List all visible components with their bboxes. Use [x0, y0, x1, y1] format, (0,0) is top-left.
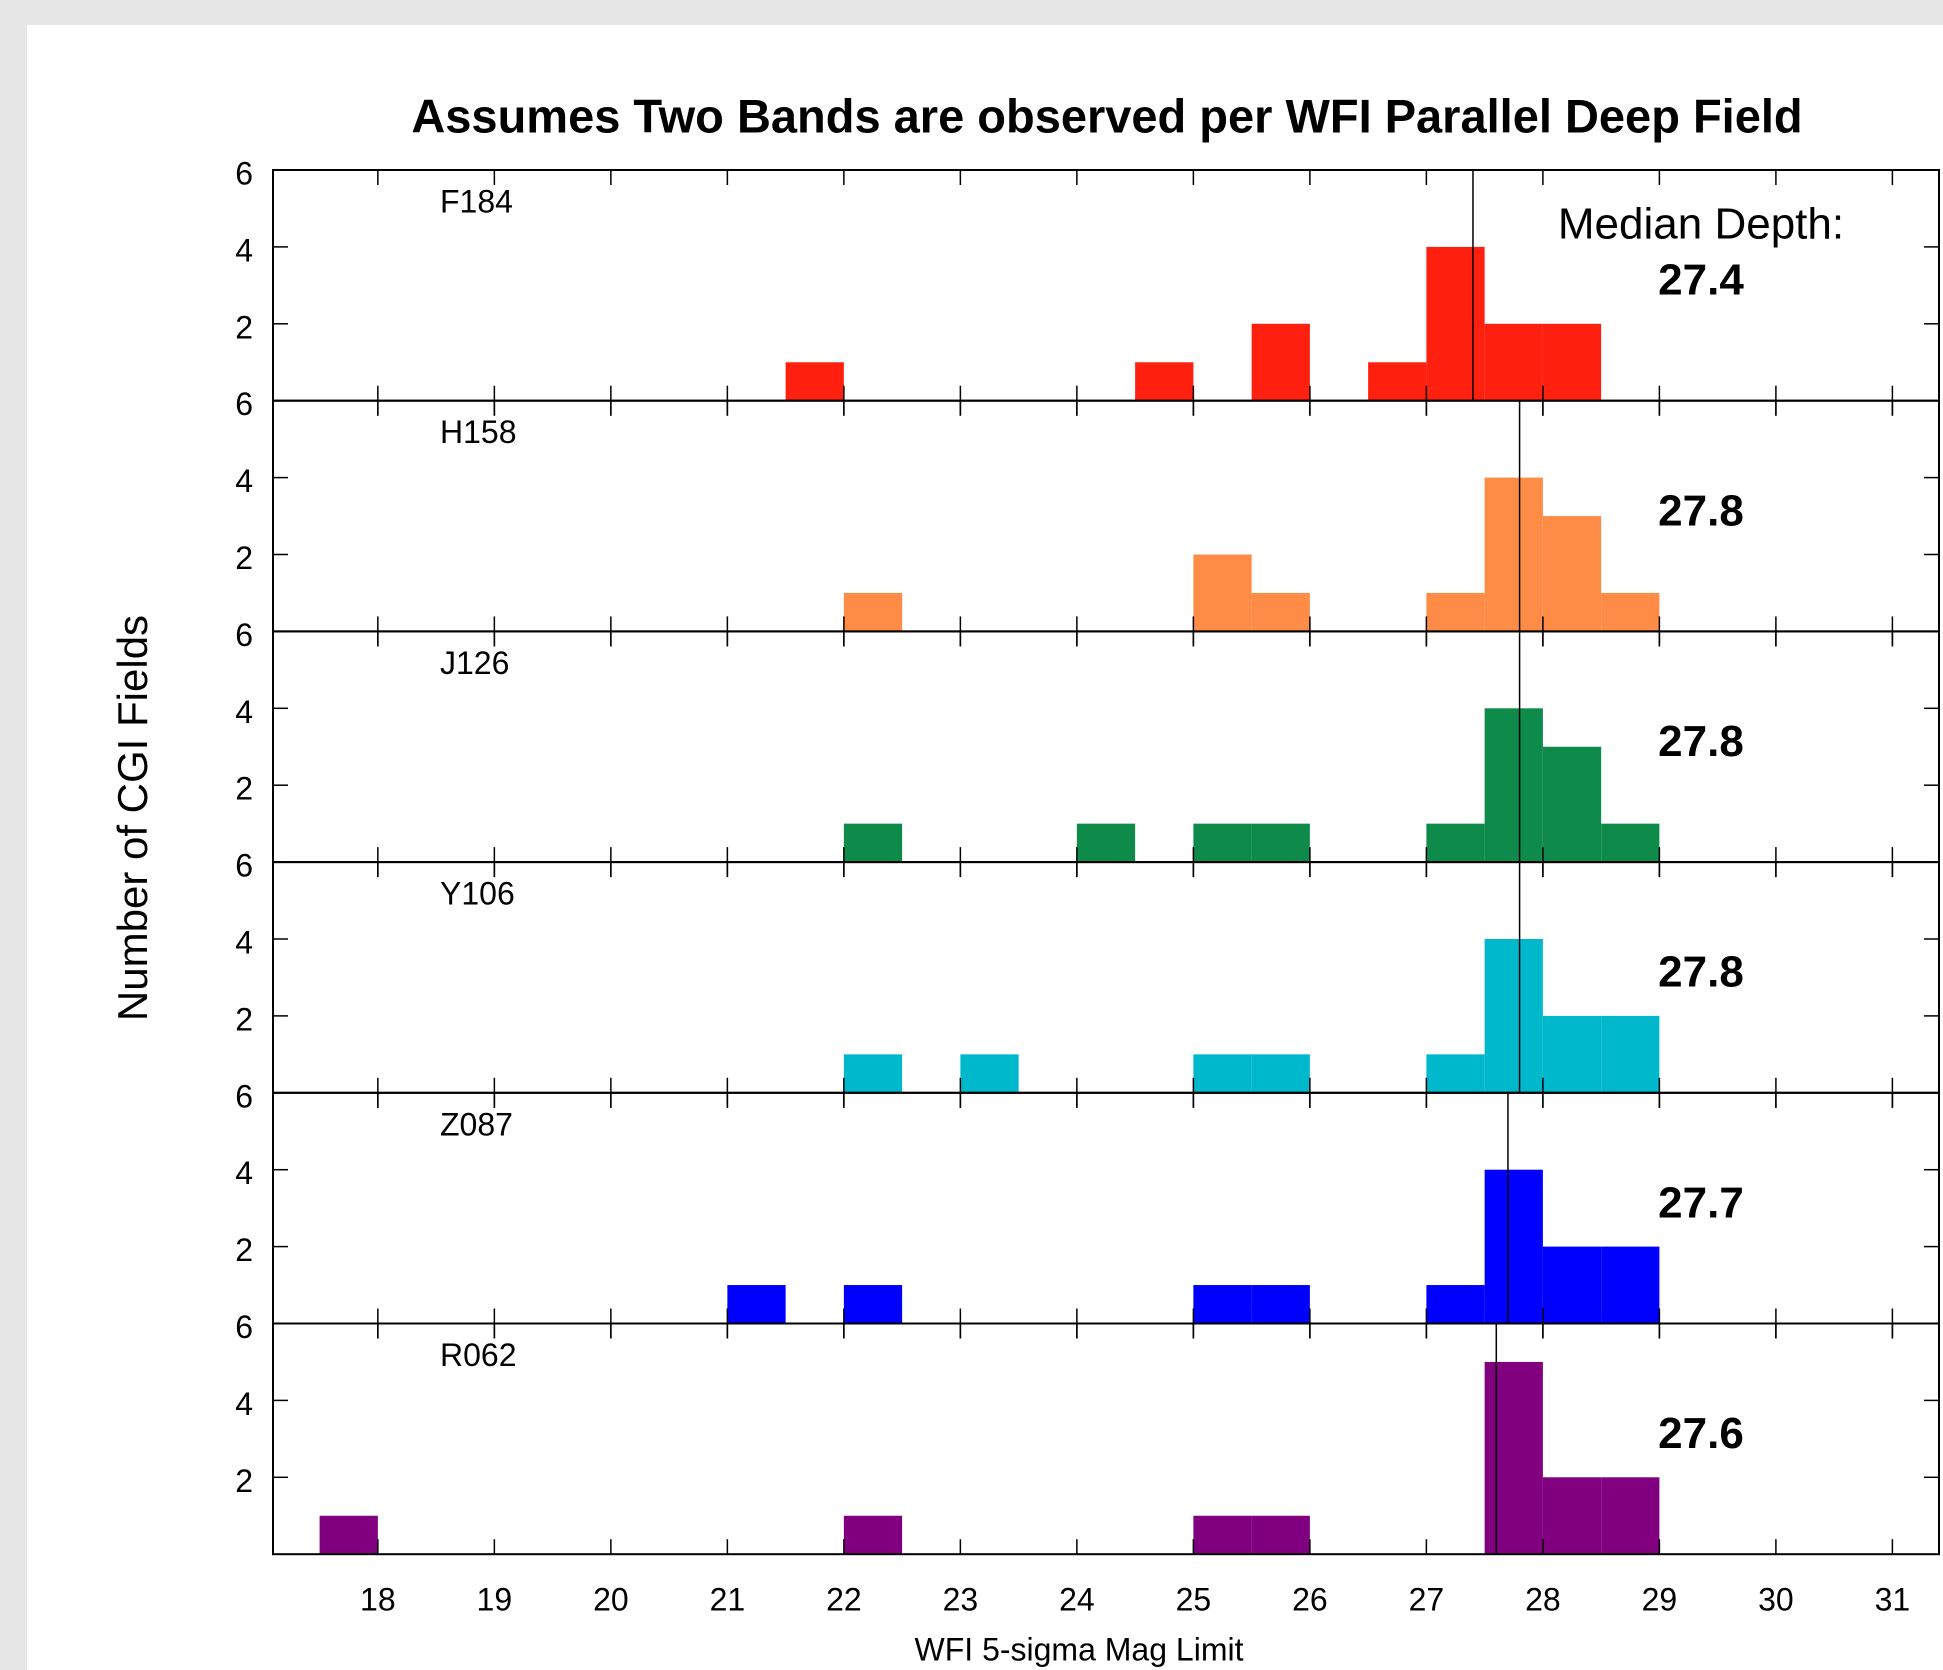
bar	[1251, 823, 1310, 863]
bar	[1193, 1515, 1252, 1555]
y-tick-label: 2	[235, 309, 253, 345]
y-tick-label: 2	[235, 540, 253, 576]
y-tick-label: 6	[235, 155, 253, 191]
y-tick-label: 4	[235, 1386, 253, 1422]
bar	[1135, 362, 1194, 401]
x-tick-label: 31	[1875, 1582, 1911, 1618]
x-tick-label: 23	[943, 1582, 979, 1618]
y-tick-label: 6	[235, 1078, 253, 1114]
bar	[843, 1285, 903, 1324]
bar	[1484, 939, 1543, 1093]
bar	[1542, 323, 1602, 401]
bar	[1251, 1515, 1310, 1555]
x-tick-label: 29	[1642, 1582, 1678, 1618]
bar	[1426, 823, 1485, 863]
bar	[1484, 323, 1543, 401]
bar	[843, 1054, 903, 1093]
x-tick-label: 18	[360, 1582, 396, 1618]
panel-label: R062	[440, 1337, 517, 1373]
bar	[843, 823, 903, 863]
y-tick-label: 2	[235, 1463, 253, 1499]
panel-label: H158	[440, 414, 517, 450]
panel-frame	[272, 1322, 1940, 1556]
annotation: Median Depth:	[1558, 200, 1844, 249]
bar	[1484, 1361, 1543, 1555]
bar	[1193, 823, 1252, 863]
x-tick-label: 27	[1409, 1582, 1445, 1618]
bar	[1542, 746, 1602, 863]
y-tick-label: 6	[235, 617, 253, 653]
bar	[843, 592, 903, 632]
median-label: 27.8	[1658, 717, 1744, 766]
panel-label: Y106	[440, 876, 515, 912]
y-tick-label: 2	[235, 1232, 253, 1268]
y-tick-label: 6	[235, 848, 253, 884]
bar	[1251, 592, 1310, 632]
bar	[319, 1515, 378, 1555]
bar	[1426, 1285, 1485, 1324]
bar	[1251, 1285, 1310, 1324]
bar	[843, 1515, 903, 1555]
x-tick-label: 26	[1292, 1582, 1328, 1618]
bar	[1368, 362, 1427, 401]
bar	[1601, 823, 1660, 863]
y-tick-label: 4	[235, 463, 253, 499]
bar	[727, 1285, 786, 1324]
bar	[1193, 554, 1252, 632]
y-tick-label: 4	[235, 694, 253, 730]
x-tick-label: 24	[1059, 1582, 1095, 1618]
x-tick-label: 25	[1176, 1582, 1212, 1618]
bar	[1484, 477, 1543, 632]
x-tick-label: 19	[477, 1582, 513, 1618]
bar	[1601, 592, 1660, 632]
panel-label: F184	[440, 183, 513, 219]
bar	[1251, 1054, 1310, 1093]
bar	[1601, 1477, 1660, 1555]
x-axis-label: WFI 5-sigma Mag Limit	[915, 1631, 1244, 1667]
bar	[1542, 1246, 1602, 1324]
y-tick-label: 2	[235, 1001, 253, 1037]
bar	[960, 1054, 1019, 1093]
y-tick-label: 6	[235, 386, 253, 422]
bar	[785, 362, 844, 401]
bar	[1426, 1054, 1485, 1093]
panel-label: Z087	[440, 1106, 513, 1142]
panel-label: J126	[440, 645, 509, 681]
median-label: 27.8	[1658, 948, 1744, 997]
y-tick-label: 4	[235, 232, 253, 268]
bar	[1542, 516, 1602, 632]
bar	[1542, 1015, 1602, 1093]
x-tick-label: 20	[593, 1582, 629, 1618]
median-label: 27.8	[1658, 486, 1744, 535]
bar	[1193, 1285, 1252, 1324]
x-tick-label: 28	[1525, 1582, 1561, 1618]
median-label: 27.4	[1658, 256, 1744, 305]
y-tick-label: 2	[235, 771, 253, 807]
bar	[1484, 1169, 1543, 1324]
bar	[1426, 592, 1485, 632]
median-label: 27.6	[1658, 1409, 1744, 1458]
x-tick-label: 21	[710, 1582, 746, 1618]
bar	[1601, 1015, 1660, 1093]
bar	[1251, 323, 1310, 401]
bar	[1426, 246, 1485, 401]
x-tick-label: 22	[826, 1582, 862, 1618]
chart-title: Assumes Two Bands are observed per WFI P…	[411, 89, 1802, 142]
y-tick-label: 4	[235, 924, 253, 960]
x-tick-label: 30	[1758, 1582, 1794, 1618]
bar	[1542, 1477, 1602, 1555]
y-tick-label: 6	[235, 1309, 253, 1345]
y-tick-label: 4	[235, 1155, 253, 1191]
bar	[1193, 1054, 1252, 1093]
bar	[1601, 1246, 1660, 1324]
bar	[1076, 823, 1136, 863]
median-label: 27.7	[1658, 1178, 1744, 1227]
y-axis-label: Number of CGI Fields	[109, 615, 156, 1021]
bar	[1484, 708, 1543, 863]
